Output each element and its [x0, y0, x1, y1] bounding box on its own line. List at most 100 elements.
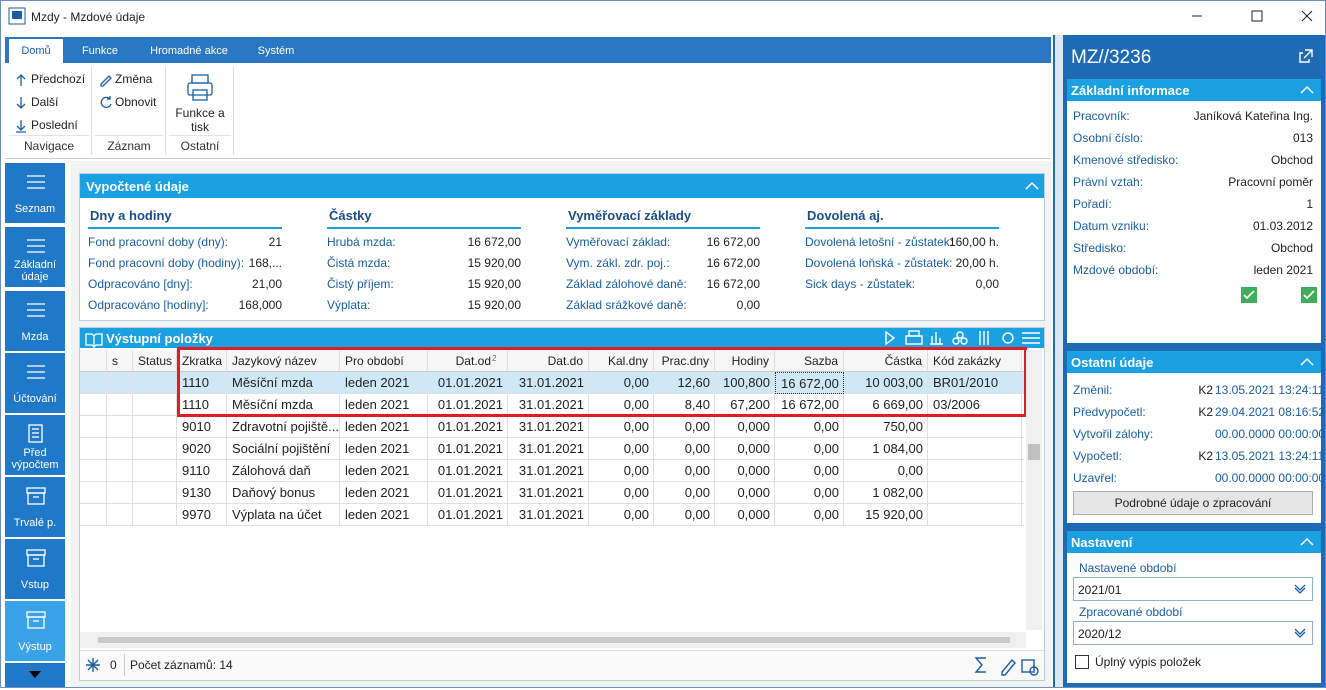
- table-cell: 0,00: [813, 441, 839, 456]
- collapse-button[interactable]: [1297, 352, 1317, 375]
- highlight-box: [177, 347, 1027, 417]
- ribbon-button[interactable]: Změna: [115, 72, 153, 86]
- field-value: 013: [1292, 131, 1313, 145]
- dropdown-arrow-glyph: [1294, 584, 1306, 594]
- period-input[interactable]: 2020/12: [1073, 621, 1313, 645]
- table-cell: 31.01.2021: [518, 485, 584, 500]
- grid-cell-border: [177, 394, 227, 416]
- vertical-scrollbar[interactable]: [1026, 350, 1042, 630]
- table-row[interactable]: [80, 460, 1024, 482]
- ribbon-tab[interactable]: Domů: [9, 39, 63, 63]
- table-cell: 0,00: [623, 441, 649, 456]
- grid-cell-border: [654, 394, 715, 416]
- table-row[interactable]: [80, 482, 1024, 504]
- collapse-button[interactable]: [1297, 80, 1317, 103]
- sidebar-label: Mzda: [21, 331, 49, 343]
- table-row[interactable]: [80, 372, 1024, 394]
- grid-cell-border: [107, 416, 133, 438]
- column-header[interactable]: Kal.dny: [589, 350, 654, 372]
- table-cell: Daňový bonus: [232, 485, 316, 500]
- splitter[interactable]: [1053, 35, 1063, 687]
- table-cell: 0,00: [684, 485, 710, 500]
- sidebar-button[interactable]: Účtování: [5, 353, 65, 413]
- grid-cell-border: [589, 482, 654, 504]
- grid-cell-border: [107, 438, 133, 460]
- ribbon-tab[interactable]: Systém: [257, 45, 295, 57]
- grid-cell-border: [715, 416, 775, 438]
- ribbon-group-separator: [91, 67, 92, 155]
- window-controls[interactable]: [1190, 8, 1320, 24]
- status-tools: [972, 654, 1042, 679]
- column-header[interactable]: Status: [133, 350, 177, 372]
- table-cell: 12,60: [677, 375, 710, 390]
- column-header[interactable]: s: [107, 350, 133, 372]
- grid-cell-border: [80, 504, 107, 526]
- column-header[interactable]: Hodiny: [715, 350, 775, 372]
- column-header[interactable]: Zkratka: [177, 350, 227, 372]
- column-header[interactable]: Pro období: [340, 350, 428, 372]
- grid-cell-border: [844, 482, 928, 504]
- table-row[interactable]: [80, 504, 1024, 526]
- table-cell: 0,00: [623, 485, 649, 500]
- column-header[interactable]: Dat.od: [428, 350, 508, 372]
- grid-cell-border: [107, 504, 133, 526]
- sidebar-button[interactable]: Mzda: [5, 291, 65, 351]
- column-header[interactable]: Sazba: [775, 350, 844, 372]
- sidebar-scroll-down[interactable]: [5, 663, 65, 687]
- table-cell: 0,00: [623, 375, 649, 390]
- grid-cell-border: [428, 394, 508, 416]
- table-cell: 0,000: [737, 485, 770, 500]
- table-cell: BR01/2010: [933, 375, 999, 390]
- ribbon-button[interactable]: Předchozí: [31, 72, 86, 86]
- sidebar-button[interactable]: Seznam: [5, 163, 65, 223]
- popout-icon[interactable]: [1297, 47, 1315, 68]
- table-cell: 0,00: [897, 463, 923, 478]
- ribbon-button[interactable]: Funkce a tisk: [175, 106, 225, 134]
- table-cell: 01.01.2021: [437, 397, 503, 412]
- ribbon-button[interactable]: Obnovit: [115, 95, 157, 109]
- table-cell: 01.01.2021: [437, 507, 503, 522]
- grid-cell-border: [107, 460, 133, 482]
- grid-cell-border: [340, 438, 428, 460]
- collapse-button[interactable]: [1297, 532, 1317, 555]
- ribbon-button[interactable]: Poslední: [31, 118, 78, 132]
- section-heading: Dovolená aj.: [807, 208, 884, 223]
- grid-cell-border: [928, 416, 1022, 438]
- table-cell: 16 672,00: [775, 372, 844, 394]
- table-cell: 0,00: [684, 441, 710, 456]
- detail-section: Základní informace Pracovník: Janíková Kat…: [1067, 79, 1321, 343]
- sidebar-button[interactable]: Vstup: [5, 539, 65, 599]
- sidebar-button[interactable]: Výstup: [5, 601, 65, 661]
- ribbon-group-label: Navigace: [23, 139, 75, 153]
- grid-cell-border: [715, 504, 775, 526]
- sidebar-button[interactable]: Před výpočtem: [5, 415, 65, 475]
- field-label: Předvypočetl:: [1073, 405, 1146, 419]
- column-header[interactable]: Prac.dny: [654, 350, 715, 372]
- column-header[interactable]: Kód zakázky: [928, 350, 1022, 372]
- field-value: 21: [268, 235, 282, 249]
- period-input[interactable]: 2021/01: [1073, 577, 1313, 601]
- ribbon-tab[interactable]: Hromadné akce: [150, 45, 228, 57]
- grid-cell-border: [508, 372, 589, 394]
- detail-button[interactable]: Podrobné údaje o zpracování: [1073, 491, 1313, 515]
- grid-cell-border: [227, 460, 340, 482]
- table-row[interactable]: [80, 438, 1024, 460]
- status-bar: [80, 650, 1044, 680]
- ribbon-button[interactable]: Další: [31, 95, 59, 109]
- column-header[interactable]: Dat.do: [508, 350, 589, 372]
- collapse-button[interactable]: [1022, 176, 1042, 199]
- grid-cell-border: [844, 394, 928, 416]
- field-label: Vym. zákl. zdr. poj.:: [566, 256, 670, 270]
- table-cell: 0,00: [623, 419, 649, 434]
- column-header[interactable]: Částka: [844, 350, 928, 372]
- table-row[interactable]: [80, 416, 1024, 438]
- ribbon-tab[interactable]: Funkce: [81, 45, 119, 57]
- column-header[interactable]: Jazykový název: [227, 350, 340, 372]
- checkbox[interactable]: [1075, 655, 1089, 669]
- sidebar-button[interactable]: Základní údaje: [5, 227, 65, 287]
- sidebar-icon: [25, 361, 47, 386]
- field-value: 16 672,00: [706, 235, 760, 249]
- sidebar-button[interactable]: Trvalé p.: [5, 477, 65, 537]
- grid-cell-border: [654, 438, 715, 460]
